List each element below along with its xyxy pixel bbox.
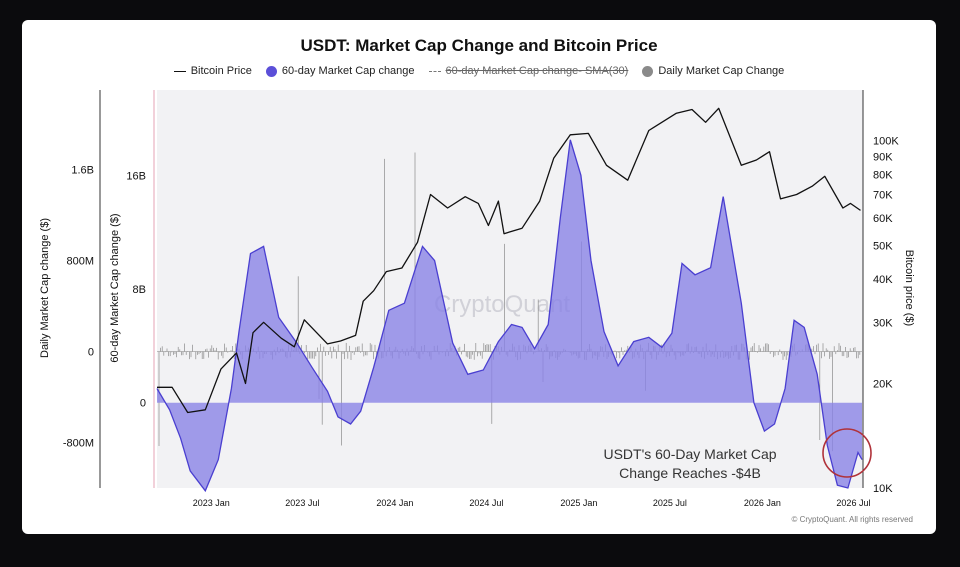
legend-swatch-dot bbox=[642, 65, 654, 77]
credit-text: © CryptoQuant. All rights reserved bbox=[792, 515, 914, 524]
legend-item-sma30[interactable]: 60-day Market Cap change- SMA(30) bbox=[428, 65, 629, 77]
sixty-day-change-series bbox=[156, 139, 863, 493]
bitcoin-price-line bbox=[157, 107, 861, 414]
x-tick-label: 2024 Jan bbox=[376, 498, 413, 508]
annotation-line-2: Change Reaches -$4B bbox=[619, 465, 761, 481]
legend-label: 60-day Market Cap change bbox=[281, 65, 415, 77]
annotation-circle bbox=[822, 428, 872, 478]
watermark: CryptoQuant bbox=[434, 291, 570, 318]
legend-label: Daily Market Cap Change bbox=[658, 65, 785, 77]
y-tick-label-btc: 80K bbox=[873, 169, 893, 181]
y-tick-label-btc: 30K bbox=[873, 317, 893, 329]
y-tick-label-btc: 100K bbox=[873, 136, 899, 148]
y-tick-label-60d: 0 bbox=[140, 398, 146, 410]
legend-label: 60-day Market Cap change- SMA(30) bbox=[445, 65, 629, 77]
x-tick-label: 2026 Jan bbox=[744, 498, 781, 508]
y-axis-title-btc: Bitcoin price ($) bbox=[903, 250, 915, 326]
legend-swatch-line bbox=[173, 70, 186, 72]
chart-legend: Bitcoin Price 60-day Market Cap change 6… bbox=[22, 65, 936, 77]
y-tick-label-btc: 20K bbox=[873, 378, 893, 390]
sixty-day-change-line bbox=[156, 139, 863, 493]
x-tick-label: 2024 Jul bbox=[469, 498, 503, 508]
x-tick-label: 2023 Jul bbox=[285, 498, 319, 508]
y-tick-label-daily: 1.6B bbox=[71, 165, 94, 177]
y-tick-label-btc: 60K bbox=[873, 213, 893, 225]
y-tick-label-daily: 800M bbox=[66, 256, 94, 268]
axis-ticks: 1.6B 800M 0 -800M 16B 8B 0 100K 90K 80K 70K 60K 50K 4… bbox=[63, 136, 900, 508]
legend-item-daily-change[interactable]: Daily Market Cap Change bbox=[642, 65, 784, 77]
y-axis-title-60d: 60-day Market Cap change ($) bbox=[109, 213, 121, 362]
y-tick-label-daily: 0 bbox=[88, 347, 94, 359]
legend-item-60-day-change[interactable]: 60-day Market Cap change bbox=[265, 65, 415, 77]
annotation-line-1: USDT's 60-Day Market Cap bbox=[603, 446, 776, 462]
legend-item-bitcoin-price[interactable]: Bitcoin Price bbox=[173, 65, 252, 77]
x-tick-label: 2023 Jan bbox=[193, 498, 230, 508]
y-axis-title-daily: Daily Market Cap change ($) bbox=[39, 218, 51, 358]
x-tick-label: 2025 Jan bbox=[560, 498, 597, 508]
bitcoin-price-series bbox=[157, 107, 861, 414]
y-tick-label-btc: 90K bbox=[873, 152, 893, 164]
x-tick-label: 2026 Jul bbox=[836, 498, 870, 508]
legend-label: Bitcoin Price bbox=[190, 65, 252, 77]
y-tick-label-60d: 8B bbox=[133, 284, 146, 296]
legend-swatch-dashed-line bbox=[428, 70, 441, 72]
legend-swatch-dot bbox=[265, 65, 277, 77]
y-tick-label-60d: 16B bbox=[126, 170, 146, 182]
y-tick-label-btc: 70K bbox=[873, 190, 893, 202]
y-tick-label-btc: 50K bbox=[873, 240, 893, 252]
chart-title: USDT: Market Cap Change and Bitcoin Pric… bbox=[300, 36, 658, 55]
y-tick-label-btc: 40K bbox=[873, 274, 893, 286]
y-tick-label-btc: 10K bbox=[873, 483, 893, 495]
chart-svg: CryptoQuant 1.6B 800M 0 -800M 16B 8B 0 100K 90K 8… bbox=[39, 90, 915, 524]
chart-card: USDT: Market Cap Change and Bitcoin Pric… bbox=[22, 20, 936, 534]
plot-area bbox=[157, 90, 863, 488]
x-tick-label: 2025 Jul bbox=[653, 498, 687, 508]
sixty-day-change-area bbox=[157, 139, 862, 491]
y-tick-label-daily: -800M bbox=[63, 438, 94, 450]
